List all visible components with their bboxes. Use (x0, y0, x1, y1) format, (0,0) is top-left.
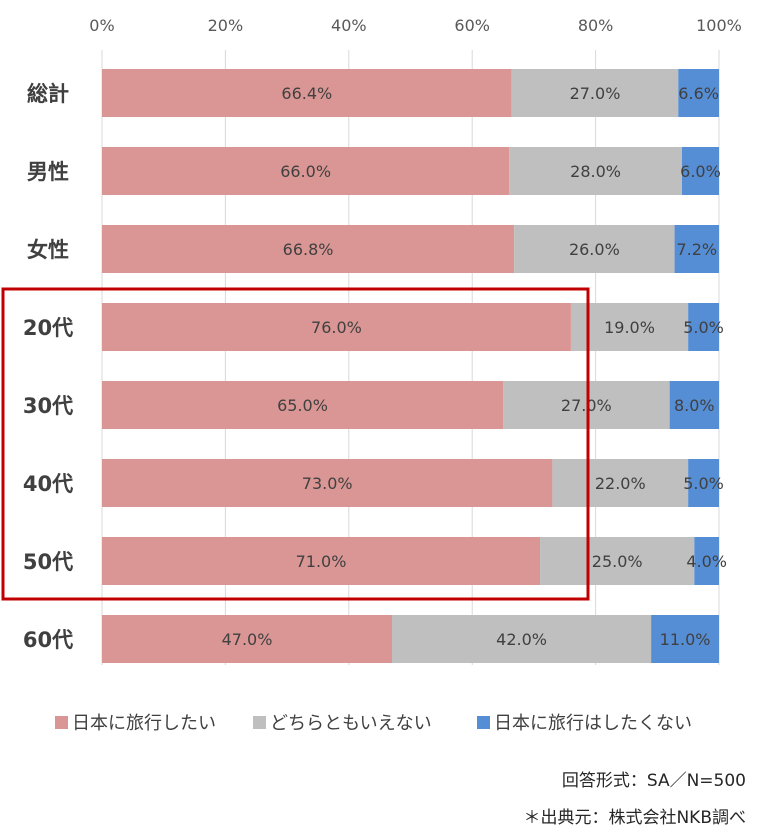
bar-segment (511, 69, 679, 117)
bar-segment (102, 615, 392, 663)
data-label: 22.0% (595, 474, 646, 493)
legend-label: 日本に旅行したい (72, 713, 216, 734)
category-label: 総計 (27, 82, 69, 106)
bar-segment (669, 381, 719, 429)
data-label: 5.0% (683, 318, 724, 337)
x-tick-label: 0% (89, 16, 114, 35)
legend-swatch (477, 716, 490, 729)
x-tick-label: 80% (578, 16, 614, 35)
bar-segment (540, 537, 695, 585)
x-tick-label: 20% (208, 16, 244, 35)
data-label: 66.0% (280, 162, 331, 181)
bar-segment (503, 381, 670, 429)
legend-swatch (55, 716, 68, 729)
bar-segment (681, 147, 719, 195)
bar-segment (514, 225, 675, 273)
data-label: 11.0% (660, 630, 711, 649)
category-label: 男性 (27, 160, 69, 184)
category-label: 60代 (23, 628, 73, 652)
data-label: 27.0% (570, 84, 621, 103)
category-label: 女性 (27, 238, 69, 262)
data-label: 66.8% (283, 240, 334, 259)
data-label: 28.0% (570, 162, 621, 181)
bar-segment (651, 615, 719, 663)
bar-segment (674, 225, 719, 273)
stacked-bar-chart: 0% 20% 40% 60% 80% 100% 総計 66.4% 27.0% 6.6% 男性 66.0… (1, 16, 742, 734)
data-label: 26.0% (569, 240, 620, 259)
data-label: 42.0% (496, 630, 547, 649)
data-label: 4.0% (686, 552, 727, 571)
legend-swatch (253, 716, 266, 729)
bar-segment (694, 537, 719, 585)
category-label: 50代 (23, 550, 73, 574)
data-label: 7.2% (676, 240, 717, 259)
data-label: 65.0% (277, 396, 328, 415)
bar-segment (102, 69, 512, 117)
source-note: ＊出典元：株式会社NKB調べ (523, 808, 746, 828)
bar-segment (688, 303, 719, 351)
data-label: 71.0% (296, 552, 347, 571)
bar-segment (102, 537, 541, 585)
x-tick-label: 40% (331, 16, 367, 35)
category-label: 30代 (23, 394, 73, 418)
response-method-note: 回答形式：SA／N=500 (561, 771, 746, 791)
data-label: 8.0% (674, 396, 715, 415)
x-tick-label: 100% (696, 16, 742, 35)
category-label: 20代 (23, 316, 73, 340)
data-label: 76.0% (311, 318, 362, 337)
x-tick-label: 60% (454, 16, 490, 35)
data-label: 47.0% (222, 630, 273, 649)
highlight-box (1, 287, 590, 601)
data-label: 73.0% (302, 474, 353, 493)
bar-segment (688, 459, 719, 507)
bar-segment (102, 147, 510, 195)
category-label: 40代 (23, 472, 73, 496)
data-label: 25.0% (592, 552, 643, 571)
data-label: 27.0% (561, 396, 612, 415)
bar-segment (102, 303, 571, 351)
bar-segment (509, 147, 682, 195)
bar-segment (552, 459, 689, 507)
data-label: 6.0% (680, 162, 721, 181)
bar-segment (102, 225, 515, 273)
bar-segment (391, 615, 652, 663)
legend-label: 日本に旅行はしたくない (494, 713, 692, 734)
data-label: 5.0% (683, 474, 724, 493)
legend-label: どちらともいえない (270, 713, 432, 734)
bar-segment (570, 303, 689, 351)
data-label: 6.6% (678, 84, 719, 103)
bar-segment (102, 381, 504, 429)
data-label: 66.4% (281, 84, 332, 103)
bar-segment (678, 69, 719, 117)
bar-segment (102, 459, 553, 507)
data-label: 19.0% (604, 318, 655, 337)
